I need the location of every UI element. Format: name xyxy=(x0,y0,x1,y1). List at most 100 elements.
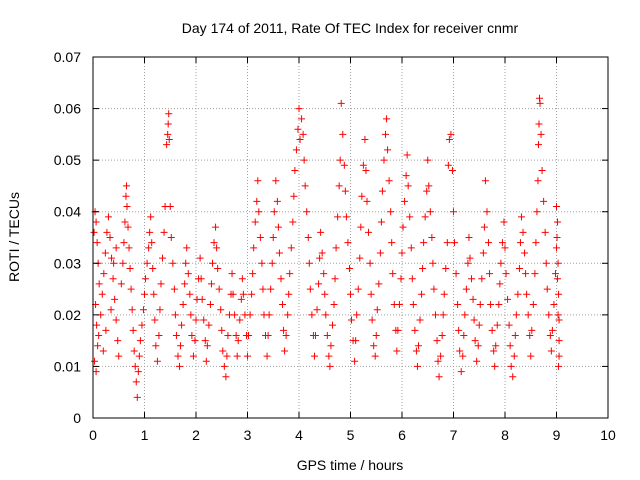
data-point xyxy=(165,110,173,118)
data-point xyxy=(523,290,531,298)
data-point xyxy=(94,342,102,350)
data-point xyxy=(389,270,397,278)
y-tick-label: 0.07 xyxy=(54,49,81,65)
data-point xyxy=(444,161,452,169)
data-point xyxy=(469,295,477,303)
data-point xyxy=(186,290,194,298)
data-point xyxy=(474,342,482,350)
data-point xyxy=(164,130,172,138)
data-point xyxy=(502,270,510,278)
data-point xyxy=(509,373,517,381)
data-point xyxy=(228,270,236,278)
data-point xyxy=(507,362,515,370)
data-point xyxy=(496,280,504,288)
data-point xyxy=(142,275,150,283)
data-point xyxy=(273,197,281,205)
data-point xyxy=(334,213,342,221)
data-point xyxy=(492,342,500,350)
data-point xyxy=(535,120,543,128)
data-point xyxy=(514,290,522,298)
data-point xyxy=(423,187,431,195)
x-tick-label: 7 xyxy=(450,427,458,443)
data-point xyxy=(294,125,302,133)
data-point xyxy=(495,301,503,309)
x-tick-label: 6 xyxy=(398,427,406,443)
data-point xyxy=(120,239,128,247)
data-point xyxy=(222,373,230,381)
data-point xyxy=(526,331,534,339)
data-point xyxy=(250,244,258,252)
data-point xyxy=(220,362,228,370)
data-point xyxy=(451,239,459,247)
data-point xyxy=(122,182,130,190)
data-point xyxy=(385,177,393,185)
data-point xyxy=(476,301,484,309)
data-point xyxy=(553,244,560,252)
data-point xyxy=(435,373,443,381)
data-point xyxy=(159,254,167,262)
data-point xyxy=(179,301,187,309)
data-point xyxy=(280,326,288,334)
data-point xyxy=(256,234,264,241)
data-point xyxy=(438,331,446,339)
data-point xyxy=(439,311,447,319)
data-point xyxy=(223,352,231,360)
data-point xyxy=(124,223,132,231)
x-tick-label: 1 xyxy=(141,427,149,443)
data-point xyxy=(321,290,329,298)
data-point xyxy=(148,239,156,247)
data-point xyxy=(328,321,336,329)
data-point xyxy=(497,259,505,267)
data-point xyxy=(246,311,254,319)
data-point xyxy=(251,218,259,226)
x-axis-label: GPS time / hours xyxy=(297,457,404,473)
data-point xyxy=(200,316,208,324)
data-point xyxy=(383,115,391,123)
data-point xyxy=(437,352,445,360)
data-point xyxy=(184,270,192,278)
data-point xyxy=(102,326,110,334)
data-point xyxy=(207,280,215,288)
data-point xyxy=(421,213,429,221)
data-point xyxy=(279,301,287,309)
data-point xyxy=(160,228,168,236)
data-point xyxy=(129,326,137,334)
data-point xyxy=(384,146,392,154)
data-point xyxy=(138,321,146,329)
data-point xyxy=(167,234,175,241)
data-point xyxy=(287,244,295,252)
data-point xyxy=(93,239,101,247)
y-tick-label: 0 xyxy=(73,410,81,426)
data-point xyxy=(362,166,370,174)
data-point xyxy=(177,342,185,350)
data-point xyxy=(545,311,553,319)
data-point xyxy=(411,326,419,334)
data-point xyxy=(457,368,465,376)
ticks xyxy=(92,56,609,419)
data-point xyxy=(506,342,514,350)
data-point xyxy=(353,311,361,319)
data-point xyxy=(475,321,483,329)
data-point xyxy=(426,208,434,216)
data-point xyxy=(395,301,403,309)
data-point xyxy=(345,264,353,272)
data-point xyxy=(238,275,246,283)
data-points xyxy=(90,94,563,401)
data-point xyxy=(112,316,120,324)
data-point xyxy=(289,218,297,226)
data-point xyxy=(169,259,177,267)
data-point xyxy=(263,352,271,360)
data-point xyxy=(536,99,544,107)
data-point xyxy=(229,290,237,298)
data-point xyxy=(187,311,195,319)
data-point xyxy=(296,136,304,144)
data-point xyxy=(157,280,165,288)
data-point xyxy=(555,352,563,360)
data-point xyxy=(259,285,267,293)
data-point xyxy=(117,280,125,288)
data-point xyxy=(402,172,410,180)
data-point xyxy=(373,306,381,314)
data-point xyxy=(131,362,139,370)
data-point xyxy=(248,290,256,298)
data-point xyxy=(401,197,409,205)
